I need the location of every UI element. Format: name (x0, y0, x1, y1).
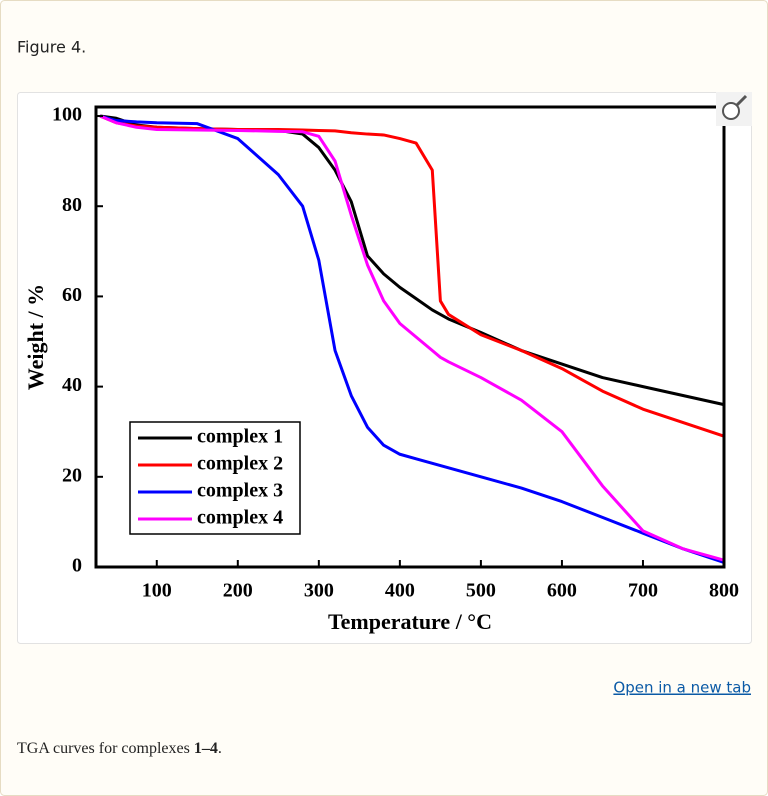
y-tick-label: 20 (62, 464, 82, 486)
y-tick-label: 40 (62, 374, 82, 396)
x-tick-label: 600 (547, 580, 577, 602)
y-tick-label: 60 (62, 284, 82, 306)
caption: TGA curves for complexes 1–4. (17, 740, 222, 757)
legend-label: complex 1 (197, 426, 283, 448)
legend-label: complex 4 (197, 507, 283, 529)
x-tick-label: 800 (709, 580, 739, 602)
series-line (99, 114, 725, 562)
plot-frame (94, 105, 726, 569)
x-tick-label: 100 (142, 580, 172, 602)
caption-text: TGA curves for complexes (17, 740, 194, 757)
x-tick-label: 700 (628, 580, 658, 602)
y-axis-label: Weight / % (23, 284, 48, 390)
legend: complex 1 complex 2 complex 3 complex 4 (129, 421, 301, 535)
caption-bold: 1–4 (194, 740, 218, 757)
y-tick-label: 80 (62, 194, 82, 216)
x-tick-label: 200 (223, 580, 253, 602)
figure-frame (17, 92, 752, 644)
x-tick-label: 500 (466, 580, 496, 602)
legend-label: complex 3 (197, 480, 283, 502)
open-link[interactable]: Open in a new tab (613, 679, 751, 697)
chart: 100 200 300 400 500 600 700 800 0 20 40 60 80 100 Temp… (23, 104, 739, 634)
zoom-handle (735, 94, 748, 107)
legend-box (129, 421, 301, 535)
legend-label: complex 2 (197, 453, 283, 475)
y-tick-label: 100 (52, 104, 82, 126)
series-line (99, 114, 725, 564)
caption-end: . (218, 740, 222, 757)
y-tick-label: 0 (72, 555, 82, 577)
x-axis-label: Temperature / °C (328, 609, 492, 634)
zoom-glass (722, 102, 740, 120)
zoom-icon[interactable] (716, 92, 752, 126)
x-tick-label: 400 (385, 580, 415, 602)
figure-title: Figure 4. (17, 38, 86, 57)
x-tick-label: 300 (304, 580, 334, 602)
